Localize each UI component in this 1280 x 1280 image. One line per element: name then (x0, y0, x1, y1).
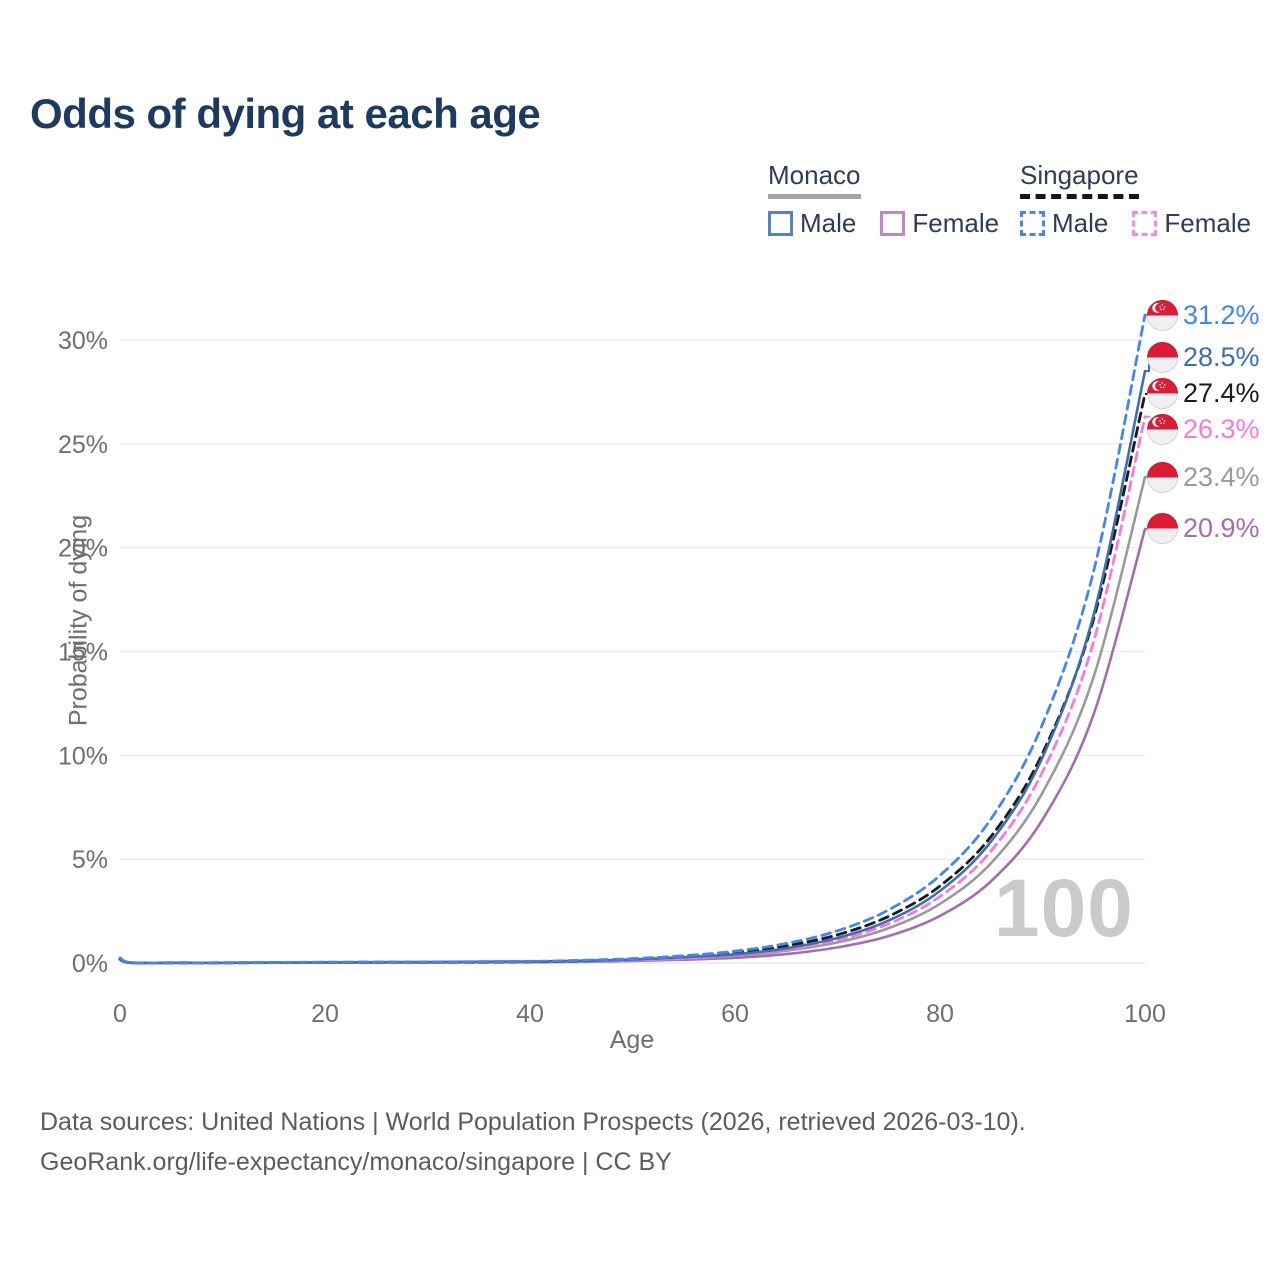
end-label-singapore-all: 27.4% (1147, 378, 1260, 410)
y-tick-label: 15% (58, 639, 108, 667)
footer-data-sources: Data sources: United Nations | World Pop… (40, 1108, 1026, 1136)
legend-header-singapore[interactable]: Singapore (1020, 160, 1139, 199)
monaco-flag-icon (1147, 513, 1178, 545)
x-tick-label: 0 (113, 1000, 127, 1028)
legend-header-monaco[interactable]: Monaco (768, 160, 861, 199)
monaco-male-checkbox[interactable] (768, 211, 793, 236)
end-label-singapore-female: 26.3% (1147, 414, 1260, 446)
legend-item-singapore-female[interactable]: Female (1132, 208, 1251, 239)
end-label-monaco-male: 28.5% (1147, 342, 1260, 374)
legend-group-monaco: Monaco Male Female (768, 160, 1023, 239)
tick-layer: 0% 5% 10% 15% 20% 25% 30% 0 20 40 60 80 100 (58, 327, 1166, 1028)
age-watermark: 100 (994, 863, 1134, 954)
x-axis-title: Age (609, 1026, 655, 1054)
monaco-flag-icon (1147, 342, 1178, 374)
end-label-monaco-all: 23.4% (1147, 461, 1260, 493)
monaco-female-checkbox[interactable] (880, 211, 906, 236)
singapore-flag-icon (1147, 378, 1178, 410)
y-tick-label: 0% (72, 950, 108, 978)
end-label-value: 26.3% (1183, 414, 1260, 445)
legend-group-singapore: Singapore Male Female (1020, 160, 1275, 239)
singapore-male-checkbox[interactable] (1020, 211, 1045, 236)
x-tick-label: 80 (926, 1000, 954, 1028)
legend-item-singapore-male[interactable]: Male (1020, 208, 1108, 239)
legend-item-monaco-male[interactable]: Male (768, 208, 856, 239)
singapore-female-checkbox[interactable] (1132, 211, 1158, 236)
singapore-flag-icon (1147, 414, 1178, 446)
end-label-value: 23.4% (1183, 461, 1260, 492)
end-label-value: 28.5% (1183, 342, 1260, 373)
end-label-singapore-male: 31.2% (1147, 299, 1260, 331)
legend-label-monaco-male: Male (800, 208, 857, 238)
end-label-value: 20.9% (1183, 513, 1260, 544)
y-tick-label: 30% (58, 327, 108, 355)
singapore-flag-icon (1147, 299, 1178, 331)
y-tick-label: 10% (58, 742, 108, 770)
end-label-monaco-female: 20.9% (1147, 513, 1260, 545)
series-layer (118, 313, 1147, 965)
y-tick-label: 20% (58, 535, 108, 563)
page-title: Odds of dying at each age (30, 90, 541, 137)
x-tick-label: 60 (721, 1000, 749, 1028)
x-tick-label: 20 (311, 1000, 339, 1028)
end-label-value: 31.2% (1183, 299, 1260, 330)
legend-label-monaco-female: Female (912, 208, 1000, 238)
monaco-flag-icon (1147, 461, 1178, 493)
x-tick-label: 40 (516, 1000, 544, 1028)
x-tick-label: 100 (1124, 1000, 1166, 1028)
end-label-value: 27.4% (1183, 378, 1260, 409)
legend-label-singapore-male: Male (1052, 208, 1109, 238)
legend-label-singapore-female: Female (1164, 208, 1252, 238)
footer-attribution: GeoRank.org/life-expectancy/monaco/singa… (40, 1148, 672, 1176)
y-tick-label: 5% (72, 846, 108, 874)
series-line-singapore-male[interactable] (118, 313, 1147, 965)
legend-item-monaco-female[interactable]: Female (880, 208, 999, 239)
y-tick-label: 25% (58, 431, 108, 459)
